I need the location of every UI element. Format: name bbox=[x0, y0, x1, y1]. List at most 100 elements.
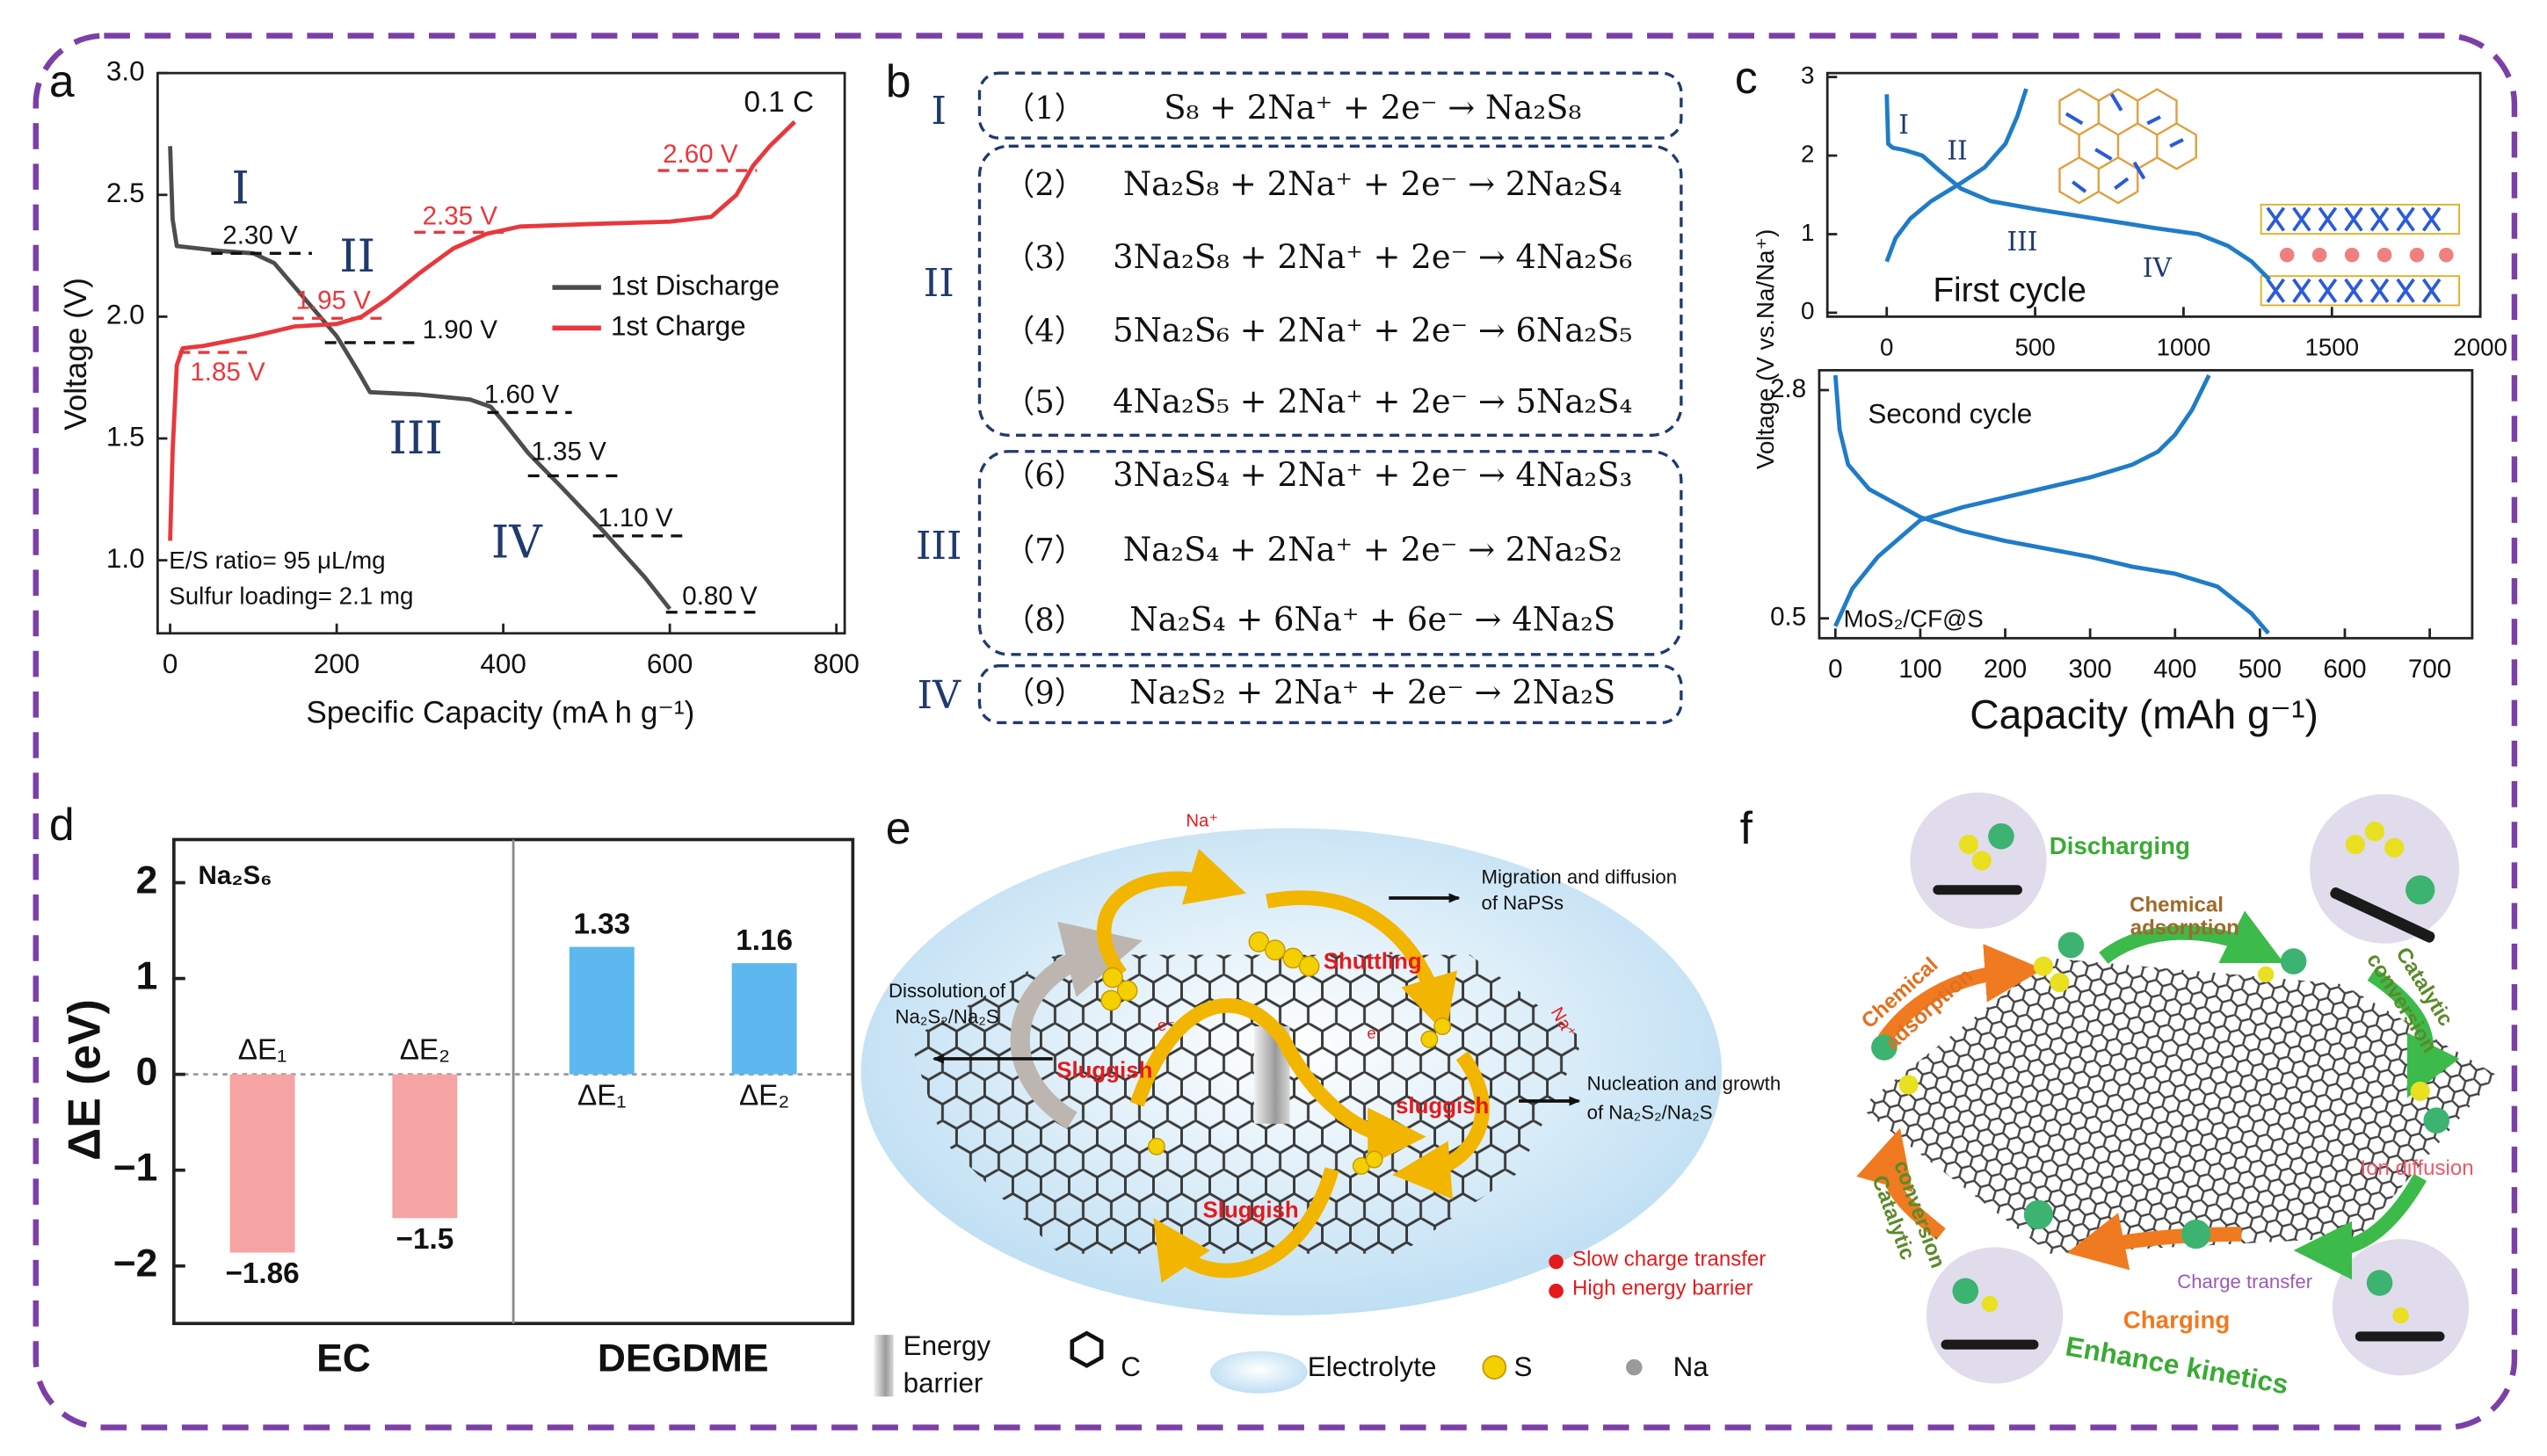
x-axis-label: Capacity (mAh g⁻¹) bbox=[1970, 692, 2318, 737]
s-atom bbox=[2345, 834, 2365, 855]
diagram-label: Slow charge transfer bbox=[1572, 1247, 1766, 1271]
y-tick-label: 2.5 bbox=[106, 177, 145, 208]
mos2-bonds bbox=[2266, 206, 2442, 232]
bar bbox=[392, 1074, 458, 1219]
ion bbox=[2344, 247, 2360, 263]
annotation: 1.10 V bbox=[598, 503, 673, 532]
bar bbox=[569, 946, 635, 1075]
s-atom bbox=[1433, 1018, 1452, 1035]
series-label: ΔE₁ bbox=[577, 1079, 627, 1112]
y-tick-label: 2 bbox=[1801, 140, 1814, 167]
substrate-rows bbox=[1933, 885, 2445, 1350]
diagram-label: Dissolution of bbox=[889, 980, 1006, 1002]
mos2-layer bbox=[2260, 275, 2461, 307]
charge-arrow bbox=[2066, 1213, 2242, 1271]
annotation: 2.35 V bbox=[423, 201, 498, 230]
sulfur-chains bbox=[1100, 931, 1452, 1175]
group-label: I bbox=[932, 89, 947, 134]
annotation: E/S ratio= 95 μL/mg bbox=[169, 547, 385, 574]
chart-title: Na₂S₆ bbox=[199, 861, 272, 890]
y-tick-label: −2 bbox=[113, 1242, 158, 1285]
cycle-arrow bbox=[1265, 890, 1457, 1035]
x-tick-label: 800 bbox=[813, 648, 859, 679]
y-tick-label: 3.0 bbox=[106, 55, 145, 86]
y-tick-label: 1.5 bbox=[106, 421, 145, 452]
series-line bbox=[168, 120, 796, 541]
panel-letter: e bbox=[886, 802, 911, 853]
y-tick-label: −1 bbox=[113, 1146, 158, 1189]
annotation: II bbox=[1947, 136, 1967, 166]
diagram-label: sluggish bbox=[1396, 1094, 1489, 1119]
dissolution-arrow bbox=[1010, 921, 1143, 1129]
series-line bbox=[1832, 374, 2270, 635]
x-tick-label: 600 bbox=[2323, 655, 2366, 684]
diagram-label: Enhance kinetics bbox=[2064, 1330, 2291, 1400]
s-atom bbox=[1248, 931, 1270, 953]
cycle-arrow bbox=[1392, 1051, 1490, 1199]
yellow-arrows bbox=[1096, 848, 1490, 1283]
mos2-bonds bbox=[2266, 278, 2442, 303]
na-atom bbox=[1871, 1034, 1898, 1061]
diagram-label: Sluggish bbox=[1203, 1199, 1299, 1223]
equation-box bbox=[977, 664, 1683, 725]
x-tick-label: 500 bbox=[2239, 655, 2282, 684]
annotation: Second cycle bbox=[1868, 398, 2032, 429]
y-axis-label: ΔE (eV) bbox=[59, 999, 110, 1161]
x-tick-label: EC bbox=[316, 1336, 371, 1380]
mos2-layer bbox=[2260, 203, 2461, 235]
process-arrows bbox=[1856, 910, 2460, 1280]
na-atom bbox=[2406, 875, 2435, 905]
data-label: −1.5 bbox=[396, 1223, 454, 1256]
panel-letter: b bbox=[886, 55, 911, 106]
diagram-label: Chemical bbox=[2130, 894, 2224, 917]
na-atom bbox=[1952, 1278, 1979, 1305]
annotation: 2.30 V bbox=[222, 221, 298, 250]
diagram-label: Migration and diffusion bbox=[1482, 866, 1678, 888]
annotation: MoS₂/CF@S bbox=[1844, 605, 1984, 632]
equation: Na₂S₄ + 6Na⁺ + 6e⁻ → 4Na₂S bbox=[1129, 600, 1615, 638]
s-atom bbox=[2410, 1081, 2430, 1102]
x-tick-label: 0 bbox=[1880, 334, 1893, 361]
equation-number: （3） bbox=[1004, 240, 1085, 276]
y-tick-label: 0 bbox=[136, 1050, 158, 1093]
y-tick-label: 0.5 bbox=[1770, 603, 1806, 632]
series-line bbox=[1884, 88, 2028, 263]
x-tick-label: 400 bbox=[2153, 655, 2196, 684]
annotation: I bbox=[1898, 110, 1909, 140]
y-axis-label: Voltage (V) bbox=[59, 278, 93, 431]
s-atom bbox=[2050, 973, 2070, 993]
catalyst-sheet bbox=[1860, 958, 2497, 1254]
equation: Na₂S₈ + 2Na⁺ + 2e⁻ → 2Na₂S₄ bbox=[1123, 165, 1622, 203]
legend-label: barrier bbox=[903, 1368, 983, 1399]
x-tick-label: 300 bbox=[2068, 655, 2111, 684]
annotation: 1.90 V bbox=[423, 315, 498, 344]
equation: Na₂S₂ + 2Na⁺ + 2e⁻ → 2Na₂S bbox=[1129, 673, 1615, 711]
sulfur-atoms bbox=[1898, 822, 2430, 1324]
na-atom bbox=[2023, 1199, 2054, 1230]
y-tick-label: 1 bbox=[1801, 219, 1814, 246]
x-tick-label: 100 bbox=[1898, 655, 1941, 684]
s-atom bbox=[2364, 822, 2385, 842]
substrate bbox=[1941, 1339, 2039, 1350]
legend-label: 1st Charge bbox=[611, 311, 746, 342]
annotation: 2.60 V bbox=[663, 140, 738, 169]
diagram-label: of NaPSs bbox=[1482, 892, 1564, 914]
diagram-label: adsorption bbox=[2130, 916, 2239, 939]
legend-electrolyte bbox=[1209, 1351, 1308, 1394]
equation: 4Na₂S₅ + 2Na⁺ + 2e⁻ → 5Na₂S₄ bbox=[1113, 383, 1632, 421]
legend-sulfur bbox=[1482, 1355, 1507, 1380]
diagram-e-art bbox=[860, 828, 1723, 1397]
na-atom bbox=[2057, 931, 2085, 959]
crystal-bonds bbox=[2064, 93, 2184, 193]
equation-number: （4） bbox=[1004, 313, 1085, 349]
y-axis-label: Voltage (V vs.Na/Na⁺) bbox=[1752, 229, 1779, 469]
diagram-label: Shuttling bbox=[1324, 950, 1422, 974]
annotation: 0.1 C bbox=[744, 86, 814, 119]
equation-box bbox=[977, 71, 1683, 140]
s-atom bbox=[1298, 955, 1320, 977]
s-atom bbox=[1420, 1030, 1439, 1048]
diagram-f-art bbox=[1856, 792, 2497, 1384]
ion bbox=[2409, 247, 2425, 263]
discharge-arrow bbox=[2099, 910, 2284, 965]
